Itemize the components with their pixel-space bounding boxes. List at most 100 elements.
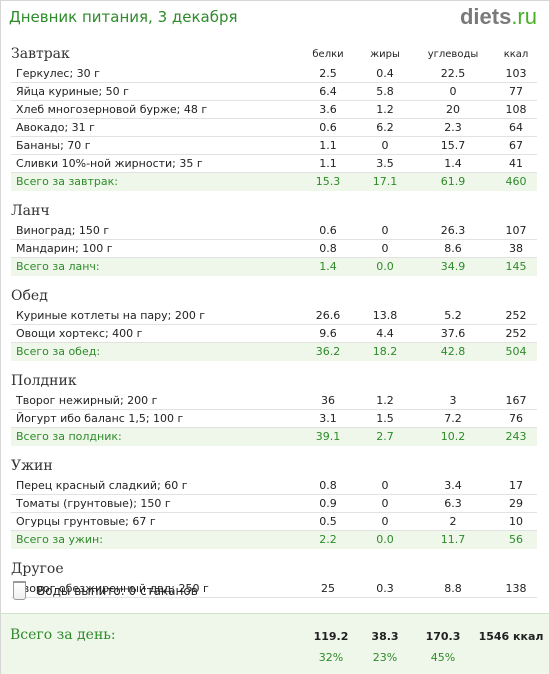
meal-total-protein: 36.2: [315, 345, 341, 358]
meal-total-row: Всего за завтрак: 15.3 17.1 61.9 460: [11, 173, 537, 191]
water-glass-icon[interactable]: [13, 581, 26, 600]
food-name: Мандарин; 100 г: [16, 242, 113, 255]
food-name: Бананы; 70 г: [16, 139, 91, 152]
day-total-protein: 119.2: [313, 630, 349, 643]
food-fat: 4.4: [376, 327, 394, 340]
food-fat: 0: [381, 497, 389, 510]
food-protein: 0.5: [319, 515, 337, 528]
meal-total-carbs: 10.2: [440, 430, 466, 443]
food-protein: 0.6: [319, 224, 337, 237]
meal-total-kcal: 56: [509, 533, 523, 546]
food-carbs: 8.6: [444, 242, 462, 255]
food-row[interactable]: Куриные котлеты на пару; 200 г 26.6 13.8 5.…: [11, 307, 537, 325]
food-protein: 0.8: [319, 479, 337, 492]
food-row[interactable]: Авокадо; 31 г 0.6 6.2 2.3 64: [11, 119, 537, 137]
food-row[interactable]: Сливки 10%-ной жирности; 35 г 1.1 3.5 1.4 41: [11, 155, 537, 173]
meal-total-label: Всего за ужин:: [16, 533, 103, 546]
meal-total-carbs: 61.9: [440, 175, 466, 188]
section-spacer: [11, 446, 537, 458]
meal-header: Ужин: [11, 458, 537, 477]
day-carbs-percent: 45%: [430, 651, 456, 664]
food-carbs: 20: [446, 103, 460, 116]
page-title: Дневник питания, 3 декабря: [9, 8, 238, 26]
food-kcal: 138: [505, 582, 527, 595]
meal-total-row: Всего за полдник: 39.1 2.7 10.2 243: [11, 428, 537, 446]
food-name: Куриные котлеты на пару; 200 г: [16, 309, 206, 322]
food-fat: 3.5: [376, 157, 394, 170]
section-spacer: [11, 549, 537, 561]
food-fat: 5.8: [376, 85, 394, 98]
food-carbs: 1.4: [444, 157, 462, 170]
day-total-kcal: 1546 ккал: [478, 630, 544, 643]
food-kcal: 38: [509, 242, 523, 255]
meal-total-kcal: 243: [505, 430, 527, 443]
food-fat: 0: [381, 479, 389, 492]
food-carbs: 3.4: [444, 479, 462, 492]
food-fat: 0.3: [376, 582, 394, 595]
meal-total-fat: 0.0: [376, 533, 394, 546]
meal-total-protein: 1.4: [319, 260, 337, 273]
food-kcal: 108: [505, 103, 527, 116]
food-protein: 0.6: [319, 121, 337, 134]
food-fat: 1.5: [376, 412, 394, 425]
food-kcal: 41: [509, 157, 523, 170]
food-row[interactable]: Виноград; 150 г 0.6 0 26.3 107: [11, 222, 537, 240]
meal-total-label: Всего за ланч:: [16, 260, 100, 273]
food-protein: 2.5: [319, 67, 337, 80]
meal-total-fat: 2.7: [376, 430, 394, 443]
meal-total-row: Всего за обед: 36.2 18.2 42.8 504: [11, 343, 537, 361]
food-carbs: 5.2: [444, 309, 462, 322]
meal-name: Обед: [11, 288, 48, 304]
food-name: Томаты (грунтовые); 150 г: [16, 497, 171, 510]
food-row[interactable]: Овощи хортекс; 400 г 9.6 4.4 37.6 252: [11, 325, 537, 343]
food-row[interactable]: Творог нежирный; 200 г 36 1.2 3 167: [11, 392, 537, 410]
meal-total-carbs: 34.9: [440, 260, 466, 273]
food-protein: 36: [321, 394, 335, 407]
food-carbs: 3: [449, 394, 457, 407]
food-protein: 3.6: [319, 103, 337, 116]
meal-total-fat: 0.0: [376, 260, 394, 273]
food-row[interactable]: Перец красный сладкий; 60 г 0.8 0 3.4 17: [11, 477, 537, 495]
food-kcal: 107: [505, 224, 527, 237]
meal-total-carbs: 42.8: [440, 345, 466, 358]
food-name: Геркулес; 30 г: [16, 67, 100, 80]
meal-header: Ланч: [11, 203, 537, 222]
meal-total-kcal: 145: [505, 260, 527, 273]
food-carbs: 7.2: [444, 412, 462, 425]
food-fat: 0: [381, 139, 389, 152]
meal-total-row: Всего за ланч: 1.4 0.0 34.9 145: [11, 258, 537, 276]
food-kcal: 10: [509, 515, 523, 528]
food-protein: 0.9: [319, 497, 337, 510]
food-fat: 0.4: [376, 67, 394, 80]
meal-total-label: Всего за полдник:: [16, 430, 122, 443]
kcal-column-header: ккал: [503, 49, 529, 60]
food-kcal: 29: [509, 497, 523, 510]
food-kcal: 252: [505, 309, 527, 322]
food-row[interactable]: Творог обезжиренный двд; 250 г 25 0.3 8.8 13…: [11, 580, 537, 598]
food-row[interactable]: Огурцы грунтовые; 67 г 0.5 0 2 10: [11, 513, 537, 531]
food-kcal: 76: [509, 412, 523, 425]
carbs-column-header: углеводы: [427, 49, 479, 60]
day-total-label: Всего за день:: [10, 627, 116, 643]
food-kcal: 167: [505, 394, 527, 407]
food-protein: 25: [321, 582, 335, 595]
food-name: Сливки 10%-ной жирности; 35 г: [16, 157, 203, 170]
food-row[interactable]: Яйца куриные; 50 г 6.4 5.8 0 77: [11, 83, 537, 101]
food-row[interactable]: Хлеб многозерновой бурже; 48 г 3.6 1.2 20 10…: [11, 101, 537, 119]
day-total: Всего за день: 119.2 38.3 170.3 1546 кка…: [1, 613, 549, 674]
food-row[interactable]: Мандарин; 100 г 0.8 0 8.6 38: [11, 240, 537, 258]
meal-header: Завтрак белки жиры углеводы ккал: [11, 46, 537, 65]
section-spacer: [11, 361, 537, 373]
meal-total-kcal: 504: [505, 345, 527, 358]
food-row[interactable]: Томаты (грунтовые); 150 г 0.9 0 6.3 29: [11, 495, 537, 513]
food-fat: 0: [381, 515, 389, 528]
food-row[interactable]: Йогурт ибо баланс 1,5; 100 г 3.1 1.5 7.2 76: [11, 410, 537, 428]
day-total-fat: 38.3: [371, 630, 399, 643]
meal-name: Завтрак: [11, 46, 70, 62]
diets-logo[interactable]: diets.ru: [460, 4, 537, 30]
food-row[interactable]: Бананы; 70 г 1.1 0 15.7 67: [11, 137, 537, 155]
food-carbs: 2: [449, 515, 457, 528]
food-row[interactable]: Геркулес; 30 г 2.5 0.4 22.5 103: [11, 65, 537, 83]
meal-name: Полдник: [11, 373, 77, 389]
